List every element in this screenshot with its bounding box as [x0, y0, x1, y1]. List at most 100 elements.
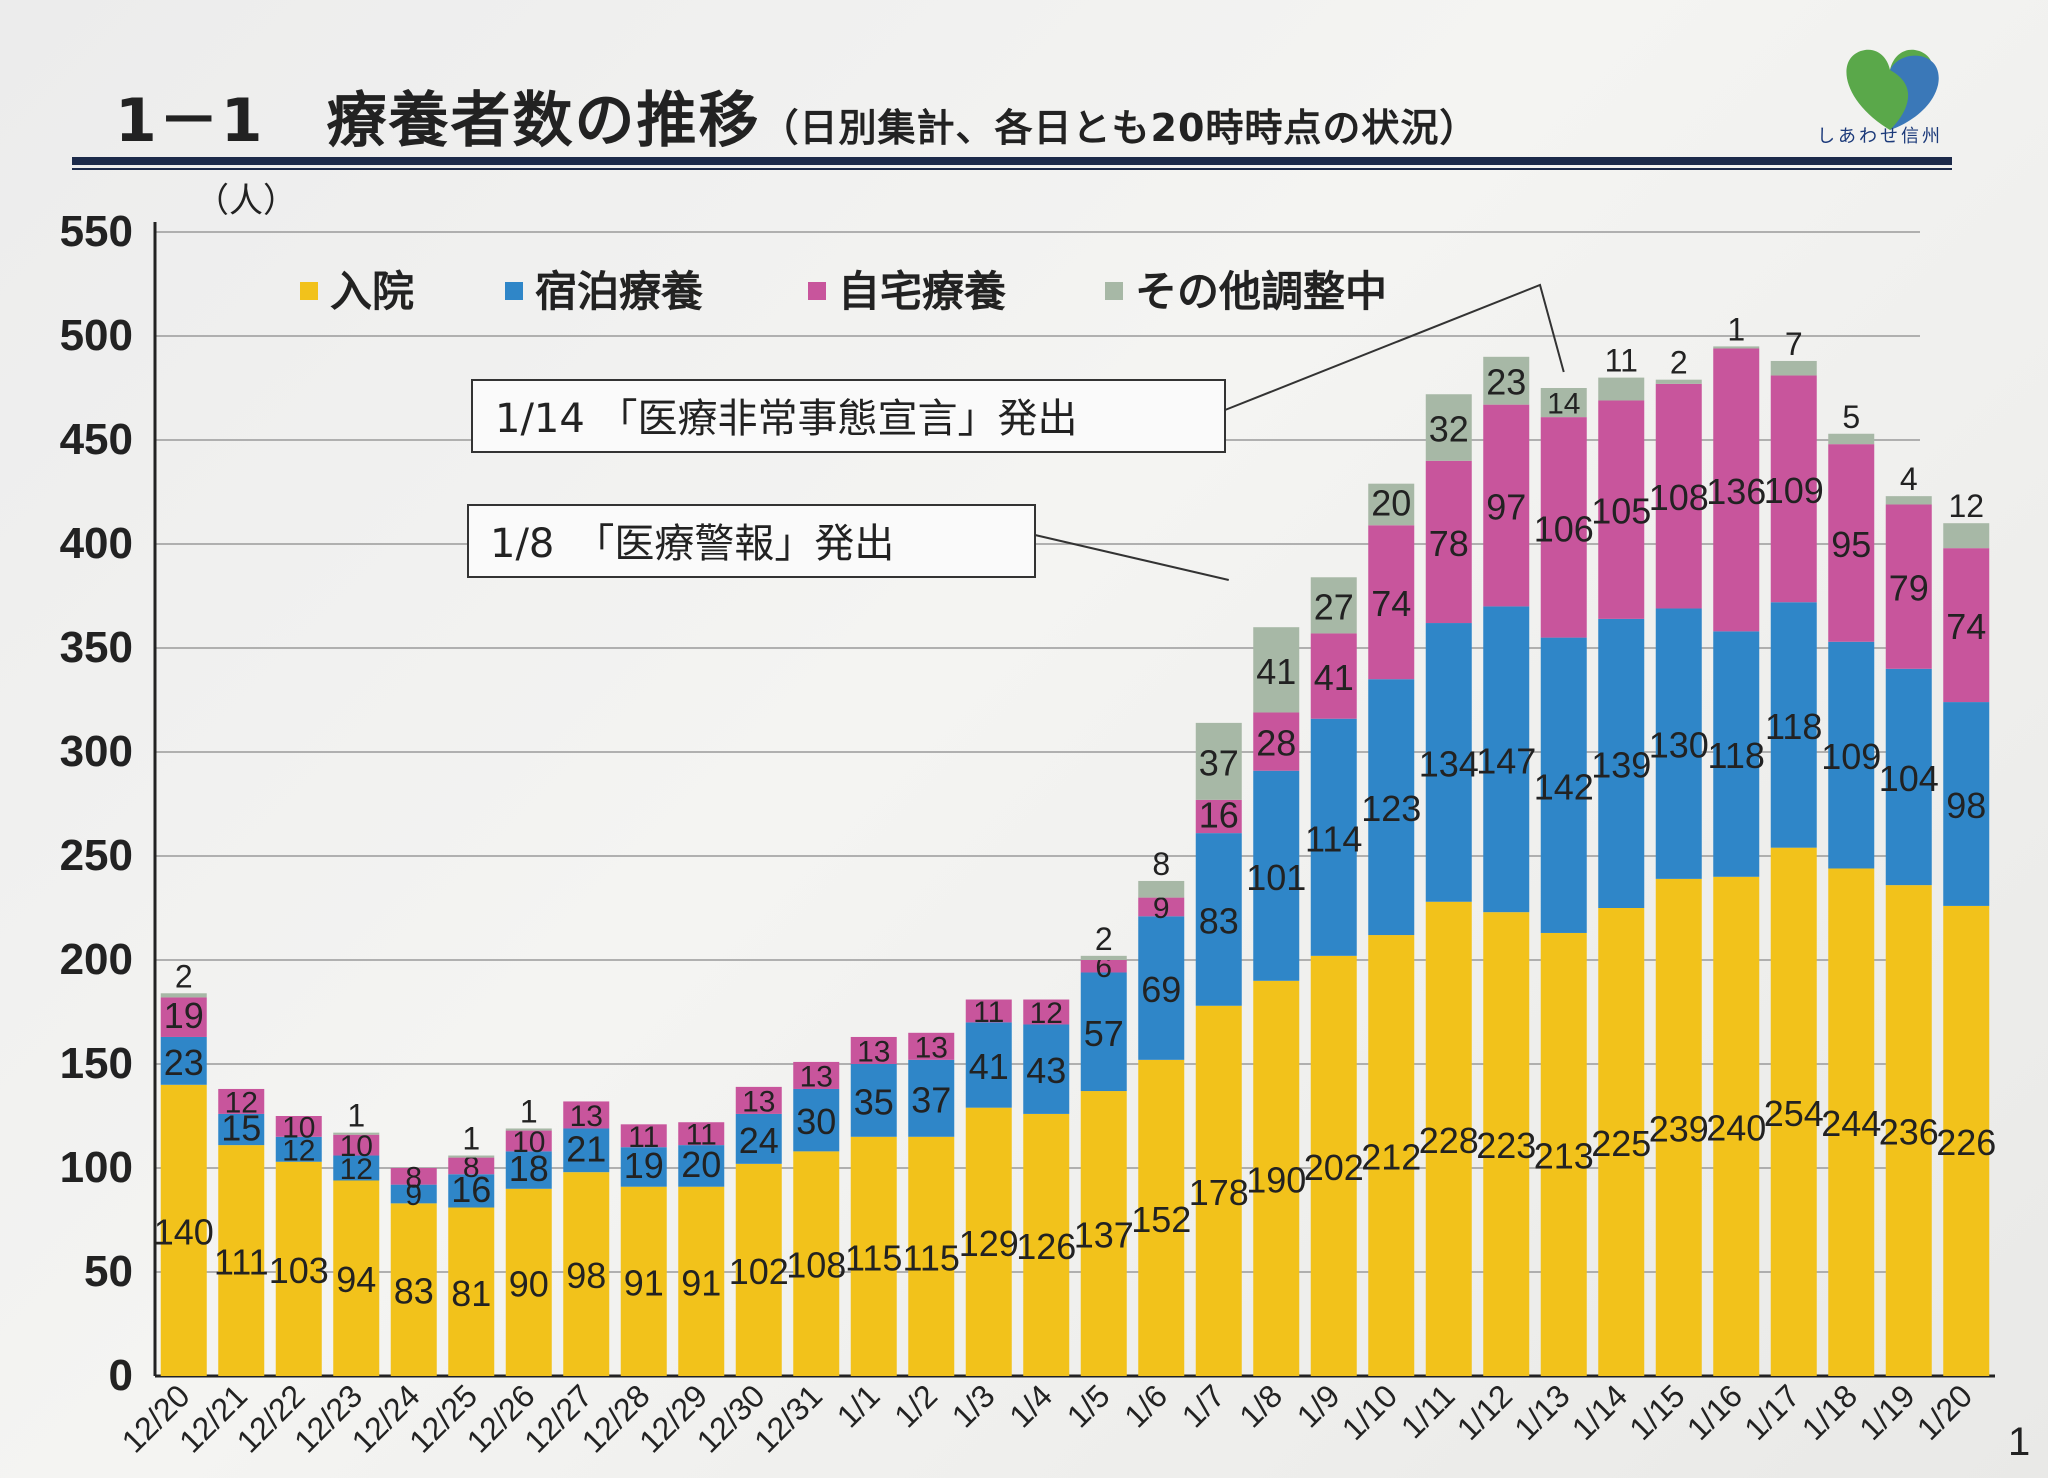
data-label: 23	[164, 1042, 204, 1083]
bar-segment	[1080, 972, 1127, 1092]
data-label: 83	[394, 1271, 434, 1312]
bar-segment	[1368, 935, 1415, 1376]
x-tick-label: 1/1	[830, 1377, 887, 1434]
bar-segment	[908, 1136, 955, 1376]
data-label: 18	[509, 1148, 549, 1189]
x-tick-label: 12/31	[747, 1377, 829, 1459]
data-label: 136	[1706, 471, 1766, 512]
data-label: 41	[969, 1046, 1009, 1087]
y-tick-label: 0	[109, 1351, 133, 1400]
data-label: 1	[520, 1093, 538, 1129]
legend-swatch	[300, 282, 318, 300]
data-label: 244	[1821, 1103, 1881, 1144]
data-label: 1	[347, 1098, 365, 1134]
data-label: 11	[628, 1121, 659, 1154]
annotation-leader	[1224, 283, 1565, 411]
data-label: 126	[1016, 1226, 1076, 1267]
data-label: 27	[1314, 586, 1354, 627]
bar-segment	[1943, 905, 1990, 1376]
bar-segment	[160, 993, 207, 998]
data-label: 142	[1534, 766, 1594, 807]
bar-segment	[1770, 847, 1817, 1376]
annotation-box	[471, 379, 1226, 453]
y-tick-label: 200	[60, 935, 133, 984]
data-label: 91	[624, 1262, 664, 1303]
bar-segment	[1425, 901, 1472, 1376]
data-label: 101	[1246, 857, 1306, 898]
y-tick-label: 350	[60, 623, 133, 672]
bar-segment	[448, 1174, 495, 1208]
bar-segment	[1655, 878, 1702, 1376]
bar-segment	[1655, 383, 1702, 609]
data-label: 16	[451, 1169, 491, 1210]
bar-segment	[735, 1163, 782, 1376]
bar-segment	[908, 1059, 955, 1137]
data-label: 4	[1900, 461, 1918, 497]
bar-segment	[1310, 577, 1357, 634]
title-rule	[72, 157, 1952, 165]
data-label: 13	[742, 1085, 775, 1118]
data-label: 223	[1476, 1125, 1536, 1166]
data-label: 81	[451, 1273, 491, 1314]
data-label: 2	[1670, 345, 1688, 381]
x-tick-label: 1/10	[1335, 1377, 1404, 1446]
annotation-text: 1/14 「医療非常事態宣言」発出	[495, 396, 1078, 442]
data-label: 139	[1591, 744, 1651, 785]
bar-segment	[1713, 346, 1760, 349]
logo-text: しあわせ信州	[1817, 126, 1943, 147]
data-label: 14	[1547, 388, 1580, 421]
data-label: 103	[269, 1250, 329, 1291]
bar-segment	[1885, 504, 1932, 669]
data-label: 35	[854, 1081, 894, 1122]
x-tick-label: 1/15	[1622, 1377, 1691, 1446]
data-label: 11	[1605, 343, 1638, 379]
x-tick-label: 1/2	[887, 1377, 944, 1434]
y-tick-label: 550	[60, 207, 133, 256]
data-label: 202	[1304, 1147, 1364, 1188]
bar-segment	[1310, 955, 1357, 1376]
y-tick-label: 300	[60, 727, 133, 776]
data-label: 108	[1649, 477, 1709, 518]
bar-segment	[333, 1155, 380, 1181]
data-label: 190	[1246, 1159, 1306, 1200]
data-label: 226	[1936, 1122, 1996, 1163]
bar-segment	[1943, 702, 1990, 906]
data-label: 239	[1649, 1108, 1709, 1149]
data-label: 2	[1095, 921, 1113, 957]
data-label: 102	[729, 1251, 789, 1292]
bar-segment	[793, 1061, 840, 1089]
annotation-box	[467, 504, 1036, 578]
data-label: 13	[857, 1035, 890, 1068]
bar-segment	[1368, 679, 1415, 936]
x-tick-label: 1/13	[1507, 1377, 1576, 1446]
data-label: 1	[1727, 311, 1745, 347]
data-label: 74	[1946, 606, 1986, 647]
annotation-leader	[1034, 534, 1229, 581]
bar-segment	[275, 1136, 322, 1162]
bar-segment	[1540, 637, 1587, 933]
bar-segment	[218, 1145, 265, 1376]
bar-segment	[735, 1086, 782, 1114]
legend-swatch	[505, 282, 523, 300]
data-label: 90	[509, 1263, 549, 1304]
bar-segment	[1598, 908, 1645, 1376]
data-label: 95	[1831, 524, 1871, 565]
data-label: 109	[1821, 736, 1881, 777]
data-label: 236	[1879, 1112, 1939, 1153]
bar-segment	[1310, 718, 1357, 956]
bar-segment	[620, 1186, 667, 1376]
bar-segment	[218, 1088, 265, 1114]
bar-segment	[1080, 1091, 1127, 1376]
x-tick-label: 1/8	[1232, 1377, 1289, 1434]
data-label: 152	[1131, 1199, 1191, 1240]
bar-segment	[390, 1168, 437, 1185]
bar-segment	[1138, 1059, 1185, 1376]
bar-segment	[1425, 460, 1472, 624]
bar-segment	[160, 1084, 207, 1376]
bar-segment	[1023, 999, 1070, 1025]
data-label: 115	[845, 1237, 902, 1278]
bar-segment	[1770, 602, 1817, 848]
x-tick-label: 1/16	[1680, 1377, 1749, 1446]
bar-segment	[1253, 627, 1300, 713]
data-label: 115	[903, 1237, 960, 1278]
